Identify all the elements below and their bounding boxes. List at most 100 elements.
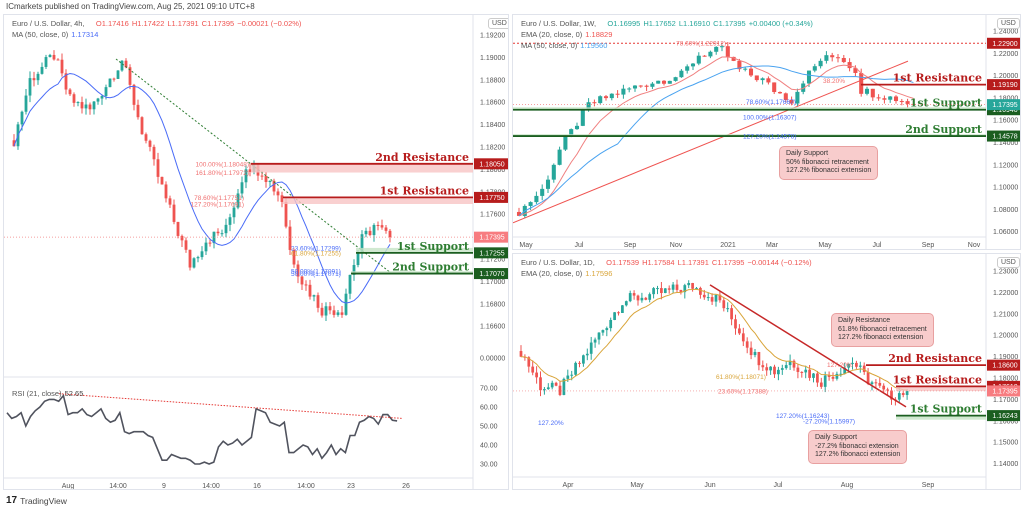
callout-daily-support: Daily Support -27.2% fibonacci extension…	[808, 430, 908, 464]
callout-line: 127.2% fibonacci extension	[815, 451, 901, 458]
candle	[824, 55, 829, 61]
candle	[806, 70, 812, 84]
price-tag	[987, 79, 1020, 91]
price-tag-label: 1.14578	[992, 134, 1017, 141]
candle	[172, 204, 176, 222]
chart-panel-4h[interactable]: Euro / U.S. Dollar, 4h, O1.17416 H1.17422…	[3, 14, 509, 490]
chart-1d-canvas[interactable]: 1.23000 1.22000 1.21000 1.20000 1.19000 1.180…	[513, 254, 1021, 490]
candle	[660, 288, 663, 294]
candle	[68, 89, 72, 95]
price-tick-label: 1.18000	[993, 95, 1018, 102]
candle	[340, 312, 344, 315]
chart-panel-1w[interactable]: Euro / U.S. Dollar, 1W, O1.16995 H1.17652…	[512, 14, 1021, 250]
candle	[527, 357, 531, 367]
fib-label: 78.60%(1.22912)	[676, 41, 726, 48]
candle	[843, 367, 847, 374]
price-tag	[987, 37, 1020, 49]
candle	[882, 385, 886, 390]
currency-button[interactable]: USD	[997, 18, 1020, 29]
level-label: 1st Support	[910, 403, 983, 416]
candle	[300, 276, 304, 285]
ma-value: 1.17314	[71, 30, 99, 39]
candle	[592, 102, 597, 104]
candle	[204, 242, 208, 252]
price-tick-label: 1.08000	[993, 207, 1018, 214]
candle	[864, 88, 870, 94]
candle	[312, 295, 316, 297]
level-label: 1st Resistance	[893, 373, 982, 386]
candle	[858, 365, 862, 367]
candle	[284, 201, 288, 227]
price-tick-label: 1.18000	[480, 167, 505, 174]
high-value: H1.17652	[643, 19, 676, 28]
candle	[76, 102, 80, 104]
candle	[24, 95, 28, 112]
price-tick-label: 1.22000	[993, 51, 1018, 58]
candle	[264, 176, 268, 183]
candle	[765, 367, 769, 371]
candle	[224, 224, 228, 234]
price-tick-label: 1.06000	[993, 229, 1018, 236]
legend-1d: Euro / U.S. Dollar, 1D, O1.17539 H1.17584…	[521, 257, 815, 279]
time-tick-label: Sep	[922, 482, 935, 489]
currency-button[interactable]: USD	[488, 18, 508, 29]
tradingview-logo[interactable]: 17 TradingView	[6, 495, 67, 506]
candle	[64, 73, 68, 90]
rsi-tick-label: 40.00	[480, 443, 498, 450]
candle	[777, 92, 783, 94]
candle	[754, 75, 759, 81]
time-tick-label: Nov	[968, 242, 981, 249]
candle	[886, 389, 889, 391]
symbol-label: Euro / U.S. Dollar, 1D,	[521, 258, 595, 267]
price-tick-label: 1.18000	[993, 376, 1018, 383]
chart-1w-canvas[interactable]: 1.24000 1.22000 1.20000 1.18000 1.16000 1.140…	[513, 15, 1021, 250]
candle	[603, 96, 609, 99]
ma-50-line	[13, 73, 391, 304]
candle	[690, 63, 696, 67]
price-tag-label: 1.16940	[992, 107, 1017, 114]
candle	[661, 80, 667, 84]
price-tick-label: 1.17200	[480, 257, 505, 264]
candle	[667, 288, 671, 290]
price-tick-label: 1.14000	[993, 461, 1018, 468]
candle	[656, 80, 661, 84]
candle	[683, 285, 687, 293]
price-tag-label: 1.17395	[992, 388, 1017, 395]
candle	[578, 362, 581, 364]
chart-panel-1d[interactable]: Euro / U.S. Dollar, 1D, O1.17539 H1.17584…	[512, 253, 1021, 490]
candle	[650, 83, 655, 87]
candle	[332, 310, 336, 315]
fib-label: 127.20%	[827, 362, 853, 369]
candle	[769, 366, 772, 371]
candle	[120, 60, 124, 71]
candle	[812, 373, 815, 378]
currency-button[interactable]: USD	[997, 257, 1020, 268]
time-tick-label: 2021	[720, 242, 736, 249]
candle	[773, 366, 776, 375]
candle	[679, 289, 683, 293]
candle	[855, 362, 858, 367]
legend-1w: Euro / U.S. Dollar, 1W, O1.16995 H1.17652…	[521, 18, 816, 51]
candle	[92, 101, 96, 110]
candle	[196, 257, 200, 259]
chart-4h-canvas[interactable]: 1.19200 1.19000 1.18800 1.18600 1.18400 1.182…	[4, 15, 509, 490]
price-tick-label: 1.16800	[480, 301, 505, 308]
candle	[685, 66, 690, 71]
time-tick-label: 9	[162, 483, 166, 490]
candle	[749, 347, 753, 356]
low-value: L1.16910	[678, 19, 711, 28]
candle	[558, 385, 562, 395]
candle	[696, 55, 701, 64]
fib-label: 38.20%	[823, 78, 845, 85]
candle	[36, 73, 40, 81]
candle	[876, 97, 881, 99]
candle	[563, 136, 568, 150]
rsi-tick-label: 70.00	[480, 386, 498, 393]
candle	[545, 179, 551, 189]
price-tag	[987, 410, 1020, 422]
candle	[772, 82, 777, 93]
candle	[344, 293, 348, 315]
candle	[831, 376, 835, 379]
candle	[569, 129, 574, 137]
candle	[72, 94, 76, 103]
